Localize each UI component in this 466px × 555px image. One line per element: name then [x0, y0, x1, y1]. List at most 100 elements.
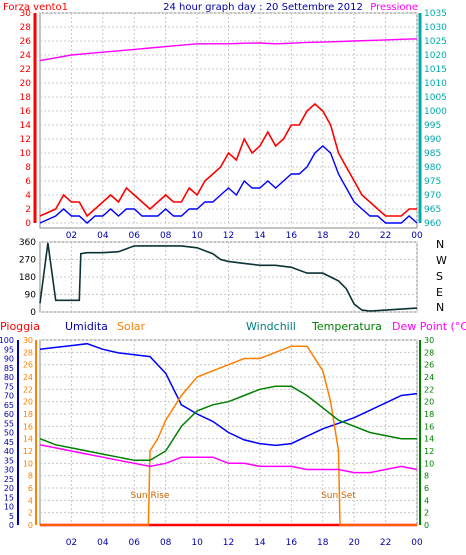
wind-y-tick: 16 — [20, 107, 32, 117]
wind-y-tick: 20 — [20, 79, 32, 89]
solar-y-tick: 8 — [28, 472, 33, 481]
temperature-x-tick: 08 — [160, 538, 172, 548]
solar-y-tick: 0 — [28, 521, 33, 530]
temperature-x-tick: 04 — [97, 538, 109, 548]
direction-y-tick: 90 — [25, 291, 37, 301]
wind-x-tick: 10 — [191, 231, 203, 241]
humidity-y-tick: 65 — [4, 401, 14, 410]
temperature-y-tick: 10 — [424, 459, 434, 468]
humidity-y-tick: 35 — [4, 456, 14, 465]
wind-x-tick: 12 — [223, 231, 234, 241]
pressure-y-tick: 980 — [424, 163, 441, 173]
temperature-x-tick: 10 — [191, 538, 203, 548]
series-solar — [40, 345, 417, 526]
humidity-y-tick: 90 — [4, 355, 14, 364]
solar-y-tick: 6 — [28, 484, 33, 493]
wind-x-tick: 08 — [160, 231, 172, 241]
pressure-y-tick: 1005 — [424, 93, 447, 103]
wind-x-tick: 18 — [317, 231, 329, 241]
humidity-y-tick: 10 — [4, 503, 14, 512]
temperature-y-tick: 8 — [424, 472, 429, 481]
solar-y-tick: 18 — [23, 410, 33, 419]
wind-x-tick: 14 — [254, 231, 266, 241]
temperature-x-tick: 14 — [254, 538, 266, 548]
temperature-x-tick: 16 — [286, 538, 298, 548]
humidity-y-tick: 80 — [4, 373, 14, 382]
legend-windchill: Windchill — [246, 320, 296, 333]
solar-y-tick: 20 — [23, 398, 33, 407]
solar-y-tick: 28 — [23, 348, 33, 357]
temperature-y-tick: 12 — [424, 447, 434, 456]
pressure-axis-title: Pressione — [370, 2, 418, 13]
humidity-y-tick: 30 — [4, 466, 14, 475]
temperature-y-tick: 2 — [424, 509, 429, 518]
wind-plot-frame — [39, 12, 418, 229]
compass-label: E — [436, 286, 443, 299]
pressure-y-tick: 960 — [424, 219, 441, 229]
solar-y-tick: 24 — [23, 373, 33, 382]
legend-temperature: Temperatura — [311, 320, 382, 333]
humidity-y-tick: 50 — [4, 429, 14, 438]
temperature-y-tick: 18 — [424, 410, 434, 419]
wind-x-tick: 06 — [129, 231, 141, 241]
compass-label: N — [436, 301, 444, 314]
series-humidity — [39, 342, 418, 447]
temperature-humidity-chart: Pioggia Umidita Solar Windchill Temperat… — [0, 320, 466, 548]
humidity-y-tick: 40 — [4, 447, 14, 456]
pressure-y-ticks: 960 965 970 975 980 985 990 995 1000 1005 1010 1015… — [424, 9, 447, 229]
wind-x-tick: 22 — [380, 231, 391, 241]
legend-dewpoint: Dew Point (°C) — [392, 320, 466, 333]
legend-rain: Pioggia — [0, 320, 40, 333]
series-temperature — [39, 385, 417, 462]
temperature-y-tick: 14 — [424, 435, 434, 444]
humidity-y-tick: 75 — [4, 382, 14, 391]
pressure-y-tick: 1015 — [424, 65, 447, 75]
pressure-y-tick: 985 — [424, 149, 441, 159]
temperature-x-tick: 06 — [129, 538, 141, 548]
humidity-y-tick: 85 — [4, 364, 14, 373]
humidity-y-tick: 60 — [4, 410, 14, 419]
pressure-y-tick: 995 — [424, 121, 441, 131]
compass-label: W — [436, 254, 447, 267]
wind-x-tick: 16 — [286, 231, 298, 241]
temperature-y-tick: 0 — [424, 521, 429, 530]
pressure-y-tick: 975 — [424, 177, 441, 187]
temperature-y-tick: 26 — [424, 361, 434, 370]
solar-y-tick: 12 — [23, 447, 33, 456]
humidity-y-tick: 20 — [4, 484, 14, 493]
pressure-y-tick: 1000 — [424, 107, 447, 117]
series-direction — [39, 242, 418, 312]
wind-axis-title: Forza vento1 — [3, 2, 68, 13]
wind-y-tick: 2 — [25, 205, 31, 215]
wind-y-tick: 6 — [25, 177, 31, 187]
chart-title: 24 hour graph day : 20 Settembre 2012 — [163, 2, 363, 13]
solar-y-tick: 30 — [23, 336, 33, 345]
wind-series — [39, 38, 418, 224]
solar-y-tick: 10 — [23, 459, 33, 468]
series-pressure — [39, 38, 418, 62]
pressure-y-tick: 1010 — [424, 79, 447, 89]
compass-label: N — [436, 238, 444, 251]
wind-x-tick: 04 — [97, 231, 109, 241]
series-wind — [39, 145, 418, 224]
humidity-y-tick: 0 — [9, 521, 14, 530]
wind-y-tick: 12 — [20, 135, 31, 145]
direction-y-tick: 0 — [30, 308, 36, 318]
legend-solar: Solar — [117, 320, 146, 333]
direction-y-tick: 270 — [19, 256, 36, 266]
pressure-y-tick: 1025 — [424, 37, 447, 47]
temperature-x-ticks: 02 04 06 08 10 12 14 16 18 20 22 00 — [66, 538, 423, 548]
humidity-y-tick: 70 — [4, 392, 14, 401]
pressure-y-tick: 1020 — [424, 51, 447, 61]
solar-y-tick: 4 — [28, 496, 33, 505]
temperature-x-tick: 18 — [317, 538, 329, 548]
humidity-y-tick: 5 — [9, 512, 14, 521]
temperature-y-tick: 28 — [424, 348, 434, 357]
sun-annotation: Sun Set — [321, 491, 356, 501]
temperature-x-tick: 12 — [223, 538, 234, 548]
direction-grid — [40, 241, 418, 313]
temperature-x-tick: 20 — [348, 538, 360, 548]
solar-y-tick: 26 — [23, 361, 33, 370]
